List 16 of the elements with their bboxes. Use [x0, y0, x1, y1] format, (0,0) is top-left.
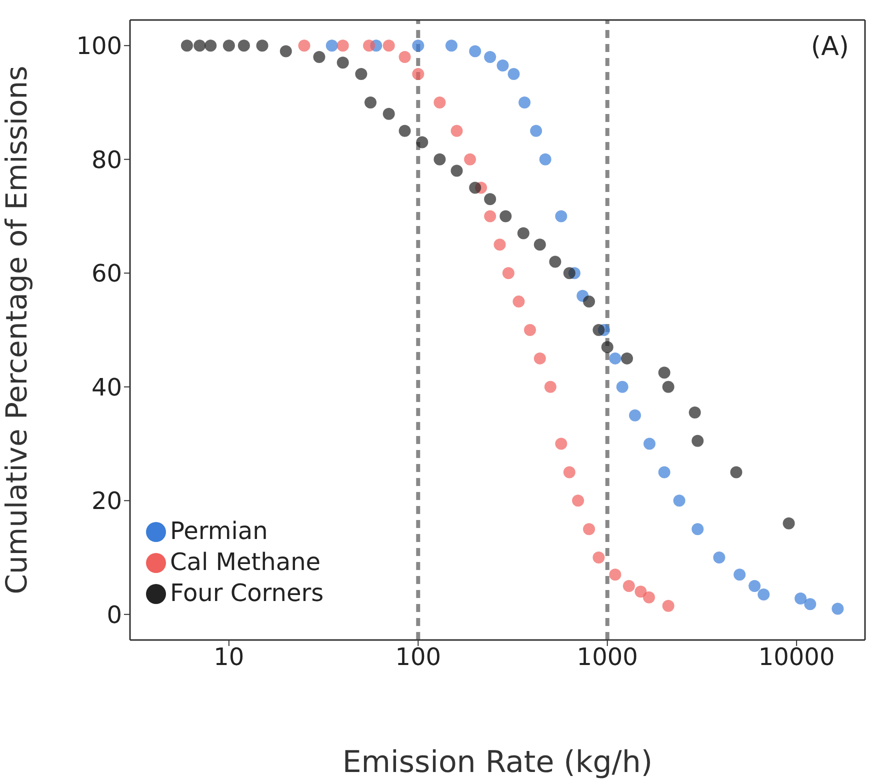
y-axis-title: Cumulative Percentage of Emissions	[0, 66, 34, 594]
legend-label: Four Corners	[170, 578, 324, 609]
x-tick-label: 10000	[758, 643, 835, 672]
y-tick-label: 60	[91, 260, 122, 288]
annotation: (A)	[810, 32, 849, 62]
x-axis-title: Emission Rate (kg/h)	[342, 745, 653, 780]
y-tick-label: 80	[91, 146, 122, 174]
legend-label: Cal Methane	[170, 547, 321, 578]
x-tick-label: 100	[395, 643, 442, 672]
y-tick-label: 0	[106, 600, 122, 629]
x-tick-label: 1000	[576, 643, 638, 672]
y-tick-label: 40	[91, 373, 122, 402]
y-tick-label: 20	[91, 487, 122, 516]
legend-label: Permian	[170, 516, 268, 547]
x-tick-label: 10	[214, 643, 244, 672]
y-tick-label: 100	[76, 32, 122, 60]
